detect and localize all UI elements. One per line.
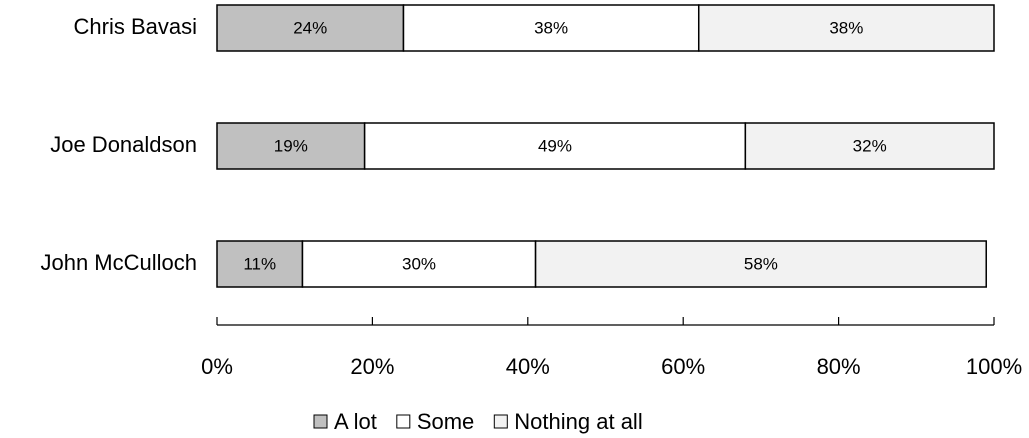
bar-segment [301,240,537,288]
category-label: John McCulloch [40,250,197,275]
legend: A lot Some Nothing at all [313,409,643,434]
category-labels: Chris Bavasi Joe Donaldson John McCulloch [40,14,197,275]
x-tick-label: 100% [966,354,1022,379]
bar-segment [402,4,700,52]
bar-segment [363,122,747,170]
data-label: 38% [534,18,568,37]
data-label: 11% [243,254,276,273]
legend-label: A lot [334,409,377,434]
data-label: 49% [538,136,572,155]
x-tick-label: 20% [350,354,394,379]
x-tick-label: 40% [506,354,550,379]
bar-segment [216,4,405,52]
category-label: Joe Donaldson [50,132,197,157]
bar-segment [534,240,987,288]
x-tick-label: 80% [817,354,861,379]
data-label: 30% [402,254,436,273]
data-label: 32% [853,136,887,155]
x-axis: 0% 20% 40% 60% 80% 100% [201,317,1022,379]
x-tick-label: 0% [201,354,233,379]
data-label: 38% [829,18,863,37]
bar-segment [697,4,995,52]
legend-swatch [493,414,508,429]
legend-label: Some [417,409,474,434]
bar-segments [216,4,995,288]
legend-swatch [313,414,328,429]
data-label: 24% [293,18,327,37]
bar-segment [744,122,995,170]
legend-label: Nothing at all [514,409,642,434]
data-label: 58% [744,254,778,273]
data-label: 19% [274,136,308,155]
bar-segment [216,240,304,288]
legend-swatch [396,414,411,429]
data-labels: 24% 38% 38% 19% 49% 32% 11% 30% 58% [243,18,886,273]
x-tick-label: 60% [661,354,705,379]
category-label: Chris Bavasi [74,14,197,39]
